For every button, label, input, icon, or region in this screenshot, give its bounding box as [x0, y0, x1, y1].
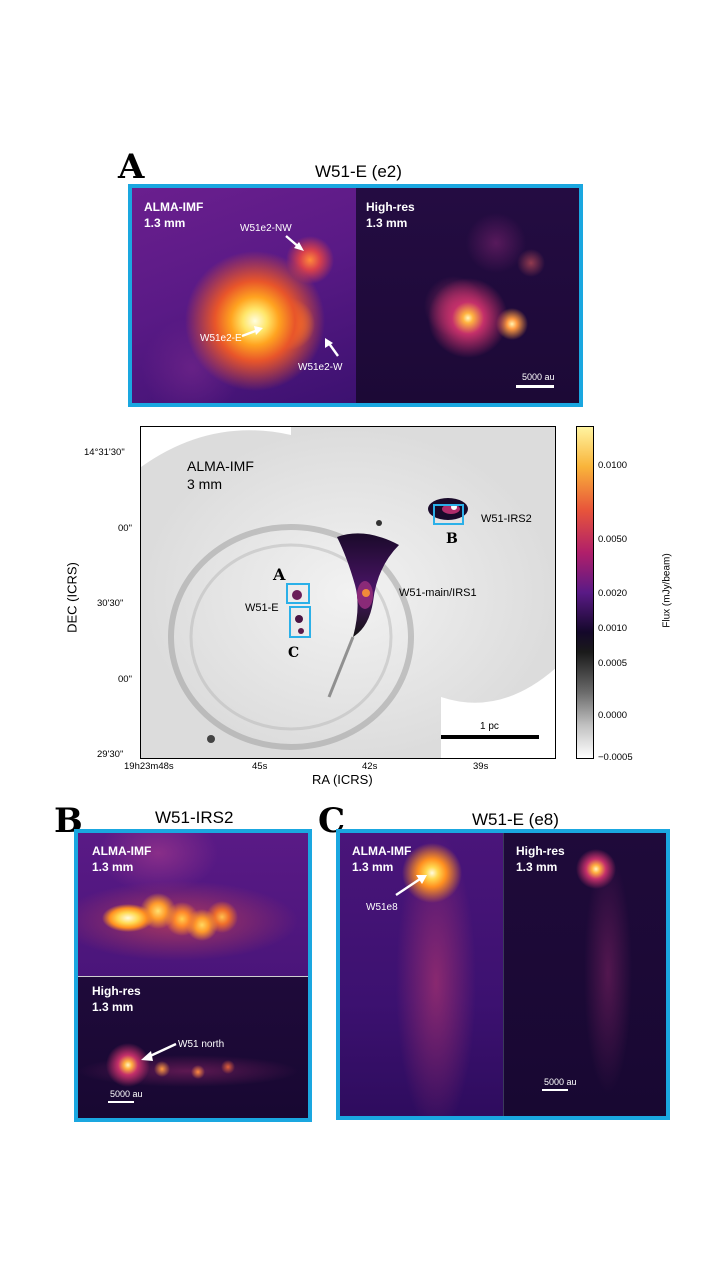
dec-tick-4: 00" — [118, 674, 132, 685]
panel-b-highres-label: High-res 1.3 mm — [92, 984, 141, 1014]
source-label-w51e2-nw: W51e2-NW — [240, 223, 292, 234]
colorbar-tick-3: 0.0020 — [598, 588, 628, 599]
region-label-irs2: W51-IRS2 — [481, 513, 532, 525]
colorbar-tick-7: −0.0005 — [598, 752, 633, 763]
panel-c-divider — [503, 833, 504, 1116]
arrow-icon-nw — [285, 235, 304, 251]
panel-b-title: W51-IRS2 — [155, 808, 234, 827]
panel-a-title: W51-E (e2) — [315, 162, 402, 181]
ra-axis-label: RA (ICRS) — [312, 772, 373, 787]
arrow-icon-w — [325, 338, 339, 357]
panel-a-letter: A — [118, 147, 145, 187]
colorbar-tick-6: 0.0000 — [598, 710, 628, 721]
panel-a-highres-label: High-res 1.3 mm — [366, 200, 415, 230]
main-map-scale-label: 1 pc — [480, 721, 499, 732]
panel-c-scale-label: 5000 au — [544, 1077, 577, 1087]
dec-axis-label: DEC (ICRS) — [64, 562, 80, 633]
panel-b-alma-image: ALMA-IMF 1.3 mm — [78, 833, 308, 976]
panel-b-scale-label: 5000 au — [110, 1089, 143, 1099]
panel-b-scale-bar — [108, 1101, 134, 1103]
source-label-w51e2-w: W51e2-W — [298, 362, 343, 373]
source-label-w51e2-e: W51e2-E — [200, 333, 242, 344]
panel-c-highres-image: High-res 1.3 mm 5000 au — [504, 833, 666, 1116]
panel-b-divider — [78, 976, 308, 977]
source-label-w51-north: W51 north — [178, 1039, 225, 1050]
panel-a-alma-image: ALMA-IMF 1.3 mm W51e2-NW W51e2-E W51e2-W — [132, 188, 356, 403]
colorbar-label: Flux (mJy/beam) — [661, 553, 673, 628]
panel-a-scale-bar — [516, 385, 554, 388]
dec-tick-3: 30'30" — [97, 598, 124, 609]
ra-tick-3: 42s — [362, 761, 378, 772]
panel-b-frame: ALMA-IMF 1.3 mm High-res 1.3 mm W51 nort… — [74, 829, 312, 1122]
main-map-label: ALMA-IMF 3 mm — [187, 458, 254, 492]
panel-c-title: W51-E (e8) — [472, 810, 559, 829]
colorbar-tick-4: 0.0010 — [598, 623, 628, 634]
region-label-irs1: W51-main/IRS1 — [399, 587, 477, 599]
arrow-icon-e8 — [395, 875, 427, 896]
colorbar-tick-5: 0.0005 — [598, 658, 628, 669]
panel-a-frame: ALMA-IMF 1.3 mm W51e2-NW W51e2-E W51e2-W… — [128, 184, 583, 407]
dec-tick-5: 29'30" — [97, 749, 124, 760]
ra-tick-1: 19h23m48s — [124, 761, 174, 772]
colorbar-tick-1: 0.0100 — [598, 460, 628, 471]
panel-c-alma-label: ALMA-IMF 1.3 mm — [352, 844, 412, 874]
arrow-icon-north — [141, 1042, 177, 1061]
panel-b-alma-label: ALMA-IMF 1.3 mm — [92, 844, 152, 874]
box-letter-a: A — [273, 565, 286, 584]
ra-tick-2: 45s — [252, 761, 268, 772]
panel-a-alma-label: ALMA-IMF 1.3 mm — [144, 200, 204, 230]
region-label-w51e: W51-E — [245, 602, 279, 614]
source-label-w51e8: W51e8 — [366, 902, 398, 913]
panel-c-scale-bar — [542, 1089, 568, 1091]
panel-a-scale-label: 5000 au — [522, 372, 555, 382]
panel-c-highres-label: High-res 1.3 mm — [516, 844, 565, 874]
panel-c-alma-image: ALMA-IMF 1.3 mm W51e8 — [340, 833, 503, 1116]
colorbar — [576, 426, 594, 759]
panel-b-highres-image: High-res 1.3 mm W51 north 5000 au — [78, 977, 308, 1118]
arrow-icon-e — [241, 326, 263, 338]
box-letter-b: B — [446, 531, 458, 547]
panel-c-frame: ALMA-IMF 1.3 mm W51e8 High-res 1.3 mm 50… — [336, 829, 670, 1120]
ra-tick-4: 39s — [473, 761, 489, 772]
box-letter-c: C — [288, 645, 300, 661]
main-map-image — [141, 427, 555, 758]
panel-a-highres-image: High-res 1.3 mm 5000 au — [356, 188, 579, 403]
dec-tick-1: 14°31'30" — [84, 447, 125, 458]
dec-tick-2: 00" — [118, 523, 132, 534]
colorbar-tick-2: 0.0050 — [598, 534, 628, 545]
main-map-frame: ALMA-IMF 3 mm W51-IRS2 W51-main/IRS1 W51… — [140, 426, 556, 759]
